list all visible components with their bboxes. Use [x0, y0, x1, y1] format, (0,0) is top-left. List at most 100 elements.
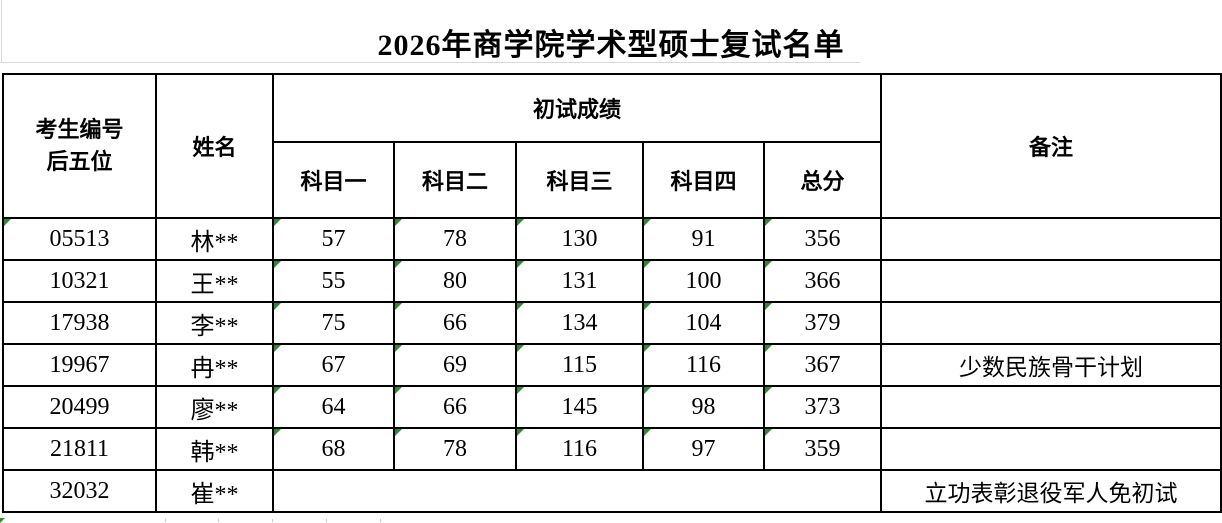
total-value: 379 [804, 309, 841, 336]
cell-subject2: 80 [393, 259, 517, 303]
cell-total: 356 [762, 217, 883, 261]
cell-subject1: 75 [272, 301, 395, 345]
header-row-subjects: 科目一 科目二 科目三 科目四 总分 [3, 141, 1221, 219]
subject4-value: 100 [685, 267, 722, 294]
stored-as-text-marker-icon [517, 387, 524, 394]
cell-remark [880, 385, 1222, 429]
stored-as-text-marker-icon [274, 303, 281, 310]
stored-as-text-marker-icon [644, 345, 651, 352]
stored-as-text-marker-icon [517, 303, 524, 310]
gridline-artifact-tick [380, 519, 381, 522]
cell-total: 366 [762, 259, 883, 303]
cell-subject1: 68 [272, 427, 395, 471]
table-row: 19967 冉** 67 69 115 116 367 少数民族骨干计划 [2, 343, 1222, 387]
cell-name: 冉** [155, 343, 274, 387]
stored-as-text-marker-icon [644, 387, 651, 394]
stored-as-text-marker-icon [517, 429, 524, 436]
cell-subject4: 97 [642, 427, 765, 471]
stored-as-text-marker-icon [274, 387, 281, 394]
gridline-artifact-tick [165, 519, 166, 522]
cell-subject3: 145 [515, 385, 644, 429]
subject4-value: 116 [685, 351, 722, 378]
stored-as-text-marker-icon [765, 387, 772, 394]
cell-remark [880, 301, 1222, 345]
subject4-value: 97 [691, 435, 716, 462]
cell-candidate-id: 32032 [2, 469, 157, 513]
cell-total: 373 [762, 385, 883, 429]
header-row-group: 考生编号 后五位 姓名 初试成绩 备注 [2, 73, 1222, 219]
header-subject4: 科目四 [642, 141, 765, 219]
cell-subject2: 66 [393, 301, 517, 345]
cell-candidate-id: 20499 [2, 385, 157, 429]
stored-as-text-marker-icon [765, 345, 772, 352]
cell-total: 379 [762, 301, 883, 345]
header-remark: 备注 [880, 73, 1222, 219]
stored-as-text-marker-icon [765, 429, 772, 436]
subject3-value: 134 [561, 309, 598, 336]
cell-subject4: 100 [642, 259, 765, 303]
subject1-value: 57 [321, 225, 346, 252]
cell-candidate-id: 10321 [2, 259, 157, 303]
total-value: 366 [804, 267, 841, 294]
cell-name: 李** [155, 301, 274, 345]
stored-as-text-marker-icon [517, 219, 524, 226]
header-total: 总分 [762, 141, 883, 219]
header-name: 姓名 [155, 73, 274, 219]
cell-subject2: 69 [393, 343, 517, 387]
stored-as-text-marker-icon [274, 429, 281, 436]
cell-subject4: 91 [642, 217, 765, 261]
stored-as-text-marker-icon [644, 429, 651, 436]
cell-subject1: 64 [272, 385, 395, 429]
subject4-value: 91 [691, 225, 716, 252]
cell-name: 林** [155, 217, 274, 261]
total-value: 359 [804, 435, 841, 462]
gridline-artifact-vertical [1, 0, 2, 62]
subject3-value: 130 [561, 225, 598, 252]
subject2-value: 66 [443, 309, 467, 336]
cell-subject3: 116 [515, 427, 644, 471]
stored-as-text-marker-icon [395, 345, 402, 352]
cell-subject4: 116 [642, 343, 765, 387]
subject3-value: 145 [561, 393, 598, 420]
table-row: 05513 林** 57 78 130 91 356 [2, 217, 1222, 261]
total-value: 356 [804, 225, 841, 252]
gridline-artifact-horizontal [0, 62, 860, 63]
stored-as-text-marker-icon [395, 303, 402, 310]
cell-scores-merged-empty [271, 469, 883, 513]
cell-candidate-id: 17938 [2, 301, 157, 345]
cell-subject1: 57 [272, 217, 395, 261]
subject3-value: 131 [561, 267, 598, 294]
cell-name: 廖** [155, 385, 274, 429]
page-title: 2026年商学院学术型硕士复试名单 [377, 29, 845, 62]
subject3-value: 116 [561, 435, 598, 462]
subject1-value: 64 [321, 393, 346, 420]
cell-subject4: 104 [642, 301, 765, 345]
stored-as-text-marker-icon [517, 261, 524, 268]
subject1-value: 55 [321, 267, 346, 294]
total-value: 373 [804, 393, 841, 420]
cell-subject2: 78 [393, 427, 517, 471]
cell-subject3: 134 [515, 301, 644, 345]
subject3-value: 115 [561, 351, 598, 378]
cell-subject3: 115 [515, 343, 644, 387]
total-value: 367 [804, 351, 841, 378]
subject4-value: 104 [685, 309, 722, 336]
table-row: 17938 李** 75 66 134 104 379 [2, 301, 1222, 345]
cell-subject1: 67 [272, 343, 395, 387]
subject1-value: 67 [321, 351, 346, 378]
stored-as-text-marker-icon [765, 261, 772, 268]
subject2-value: 78 [443, 435, 467, 462]
cell-name: 韩** [155, 427, 274, 471]
stored-as-text-marker-icon [0, 518, 5, 523]
cell-subject1: 55 [272, 259, 395, 303]
cell-subject3: 131 [515, 259, 644, 303]
header-subject2: 科目二 [393, 141, 517, 219]
cell-candidate-id: 19967 [2, 343, 157, 387]
spreadsheet-table: 考生编号 后五位 姓名 初试成绩 备注 科目一 科目二 科目三 科目四 总分 0… [2, 73, 1222, 513]
cell-remark [880, 217, 1222, 261]
stored-as-text-marker-icon [517, 345, 524, 352]
table-row: 32032 崔** 立功表彰退役军人免初试 [2, 469, 1222, 513]
subject2-value: 78 [443, 225, 467, 252]
stored-as-text-marker-icon [395, 261, 402, 268]
stored-as-text-marker-icon [274, 219, 281, 226]
